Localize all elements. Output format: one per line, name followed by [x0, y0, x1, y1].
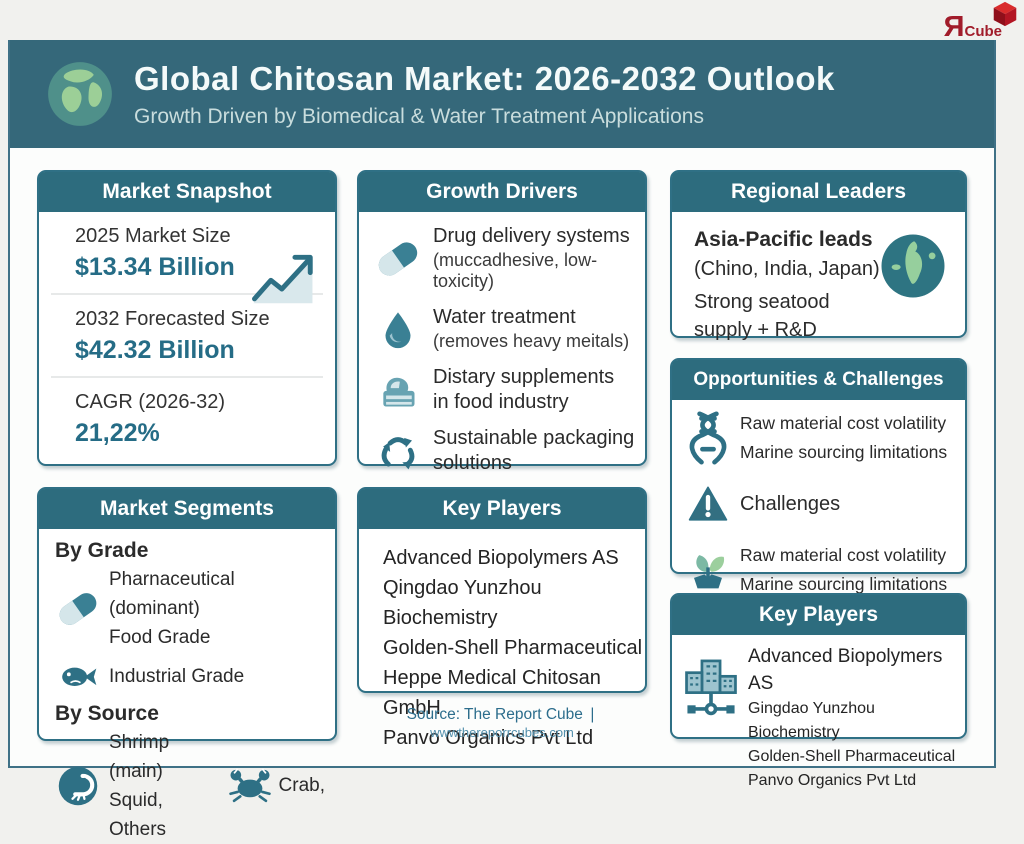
divider [51, 293, 323, 295]
snapshot-label: 2025 Market Size [75, 225, 231, 247]
driver-drug-delivery: Drug delivery systems (muccadhesive, low… [359, 225, 645, 292]
pill-icon [375, 235, 421, 283]
shrimp-icon [55, 764, 101, 808]
driver-line2: (removes heavy meitals) [433, 331, 630, 351]
company-name: Panvo Organics Pvt Ltd [748, 772, 917, 789]
company-name: Advanced Biopolymers AS [748, 646, 943, 694]
logo-name: Cube [964, 23, 1003, 41]
key-players-regional-card: Key Players [670, 593, 967, 789]
market-snapshot-title: Market Snapshot [39, 172, 335, 212]
market-segments-card: Market Segments By Grade Pharnaceutical … [37, 487, 337, 840]
red-cube-icon [993, 1, 1017, 27]
snapshot-value: 21,22% [75, 419, 160, 447]
regional-leaders-title: Regional Leaders [672, 172, 965, 212]
logo-glyph: Я [943, 11, 965, 43]
company-name: Gingdao Yunzhou Biochemistry [748, 700, 875, 741]
page-title: Global Chitosan Market: 2026-2032 Outloo… [134, 59, 835, 97]
snapshot-row-2025: 2025 Market Size $13.34 Billion [39, 212, 335, 304]
opportunity-line: Marine sourcing limitations [740, 574, 948, 594]
page-subtitle: Growth Driven by Biomedical & Water Trea… [134, 104, 704, 128]
driver-line1: Sustainable packaging [433, 427, 635, 449]
report-cube-logo: Я Cube [943, 1, 1017, 43]
company-name: Panvo Organics Pvt Ltd [383, 727, 594, 749]
opportunities-title: Opportunities & Challenges [672, 360, 965, 400]
opportunity-group-sourcing: Raw material cost volatility Marine sour… [672, 541, 965, 599]
snapshot-value: $42.32 Billion [75, 336, 235, 364]
grade-pharma-row: Pharnaceutical (dominant) Food Grade [55, 565, 325, 652]
regional-leaders-card: Regional Leaders Asia-Pacific leads (Chi… [670, 170, 967, 341]
trend-up-icon [252, 254, 313, 304]
driver-line2: in food industry [433, 391, 569, 413]
grade-industrial: Industrial Grade [109, 665, 245, 687]
by-grade-label: By Grade [55, 539, 149, 562]
source-crab: Crab, [278, 775, 325, 796]
growth-drivers-card: Growth Drivers Drug delivery systems (mu… [357, 170, 647, 474]
grade-dominant: Pharnaceutical (dominant) [109, 569, 235, 619]
warning-icon [686, 476, 730, 532]
driver-line2: (muccadhesive, low-toxicity) [433, 250, 598, 291]
source-separator: | [590, 706, 595, 723]
source-row: Shrimp (main) Squid, Others [55, 728, 325, 844]
grade-industrial-row: Industrial Grade [55, 654, 325, 698]
driver-line1: Drug delivery systems [433, 225, 630, 247]
company-name: Golden-Shell Pharmaceutical [748, 748, 956, 765]
dna-icon [686, 410, 730, 466]
key-players-title: Key Players [359, 489, 645, 529]
growth-drivers-title: Growth Drivers [359, 172, 645, 212]
driver-sustainable-packaging: Sustainable packaging solutions [359, 427, 645, 475]
fish-icon [55, 654, 101, 698]
opportunity-line: Raw material cost volatility [740, 545, 947, 565]
driver-line2: solutions [433, 452, 512, 474]
market-segments-title: Market Segments [39, 489, 335, 529]
divider [51, 376, 323, 378]
by-source-label: By Source [55, 702, 159, 725]
driver-line1: Water treatment [433, 306, 576, 328]
regional-line2: (Chino, India, Japan) [694, 258, 880, 280]
driver-line1: Distary supplements [433, 366, 615, 388]
opportunity-line: Raw material cost volatility [740, 413, 947, 433]
source-main: Shrimp (main) [109, 732, 170, 782]
crab-icon [227, 764, 273, 809]
regional-line1: Asia-Pacific leads [694, 228, 873, 251]
opportunity-group-materials: Raw material cost volatility Marine sour… [672, 409, 965, 467]
company-name: Heppe Medical Chitosan GmbH [383, 667, 601, 719]
regional-line3: Strong seatood [694, 291, 830, 313]
snapshot-value: $13.34 Billion [75, 253, 235, 281]
supplements-icon [375, 366, 421, 414]
droplet-icon [375, 305, 421, 353]
source-line: Source: The Report Cube | wwwthereporrcu… [347, 706, 657, 742]
snapshot-row-cagr: CAGR (2026-32) 21,22% [39, 378, 335, 459]
driver-dietary-supplements: Distary supplements in food industry [359, 366, 645, 414]
grade-food: Food Grade [109, 627, 211, 648]
opportunities-challenges-card: Opportunities & Challenges Raw material … [670, 358, 967, 594]
opportunity-line: Marine sourcing limitations [740, 442, 948, 462]
market-snapshot-card: Market Snapshot 2025 Market Size $13.34 … [37, 170, 337, 466]
snapshot-label: 2032 Forecasted Size [75, 308, 270, 330]
asia-globe-icon [881, 234, 945, 298]
recycle-icon [375, 427, 421, 475]
source-label: Source: The Report Cube [406, 706, 583, 723]
challenges-group: Challenges [672, 476, 965, 532]
company-name: Golden-Shell Pharmaceutical [383, 637, 643, 659]
infographic-panel: Global Chitosan Market: 2026-2032 Outloo… [8, 40, 996, 840]
challenges-label: Challenges [740, 492, 841, 515]
plant-icon [686, 542, 730, 598]
source-others: Squid, Others [109, 790, 167, 840]
company-name: Advanced Biopolymers AS [383, 547, 619, 569]
key-players-regional-title: Key Players [672, 595, 965, 635]
key-players-card: Key Players Advanced Biopolymers AS Qing… [357, 487, 647, 749]
header-banner: Global Chitosan Market: 2026-2032 Outloo… [10, 40, 994, 148]
source-url: wwwthereporrcubes.com [430, 725, 574, 740]
snapshot-row-2032: 2032 Forecasted Size $42.32 Billion [39, 295, 335, 376]
company-name: Qingdao Yunzhou Biochemistry [383, 577, 542, 629]
pill-icon [55, 587, 101, 631]
snapshot-label: CAGR (2026-32) [75, 391, 226, 413]
driver-water-treatment: Water treatment (removes heavy meitals) [359, 305, 645, 353]
globe-icon [48, 62, 112, 126]
company-building-icon [685, 659, 737, 716]
regional-line4: supply + R&D [694, 319, 817, 341]
